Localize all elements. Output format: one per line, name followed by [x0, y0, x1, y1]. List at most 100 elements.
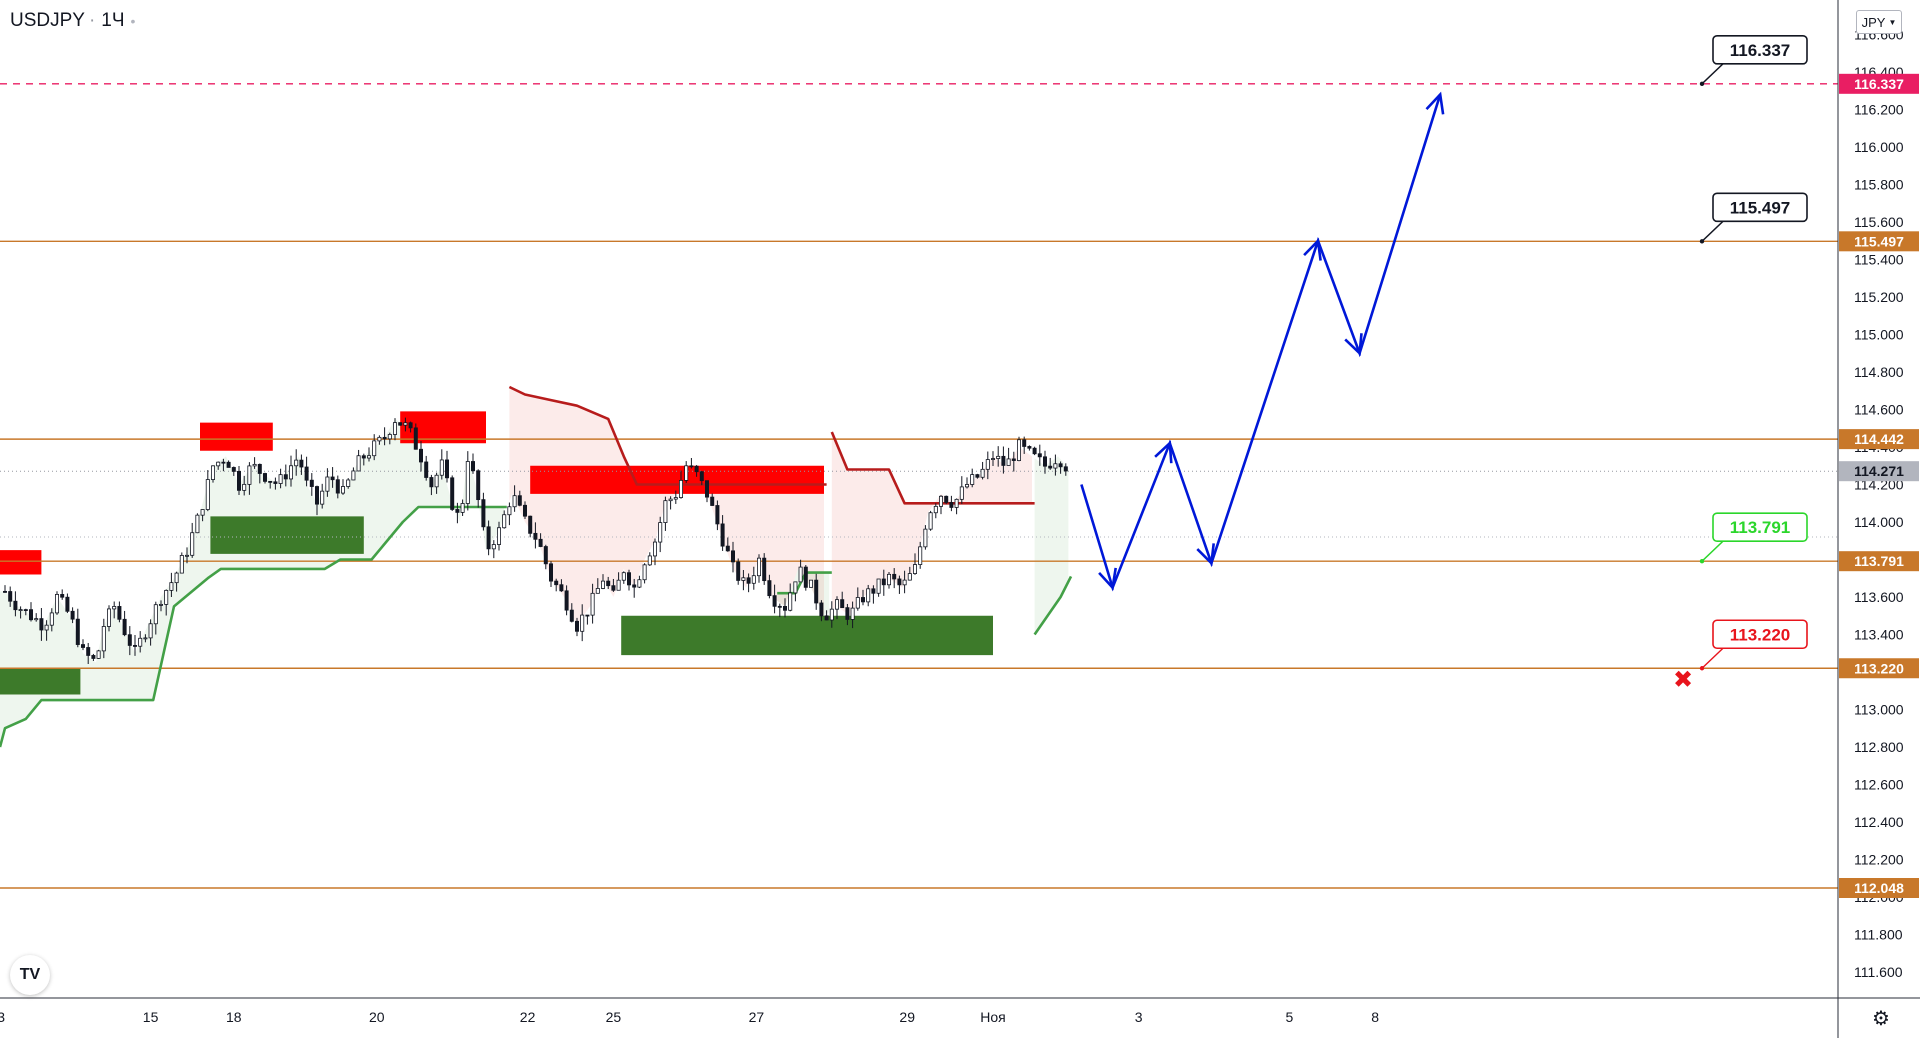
candle-body	[424, 461, 429, 478]
candle-body	[252, 463, 257, 467]
candle-body	[632, 584, 637, 588]
symbol-title[interactable]: USDJPY · 1Ч •	[10, 10, 136, 31]
y-tick-label: 115.200	[1854, 289, 1904, 305]
candle-body	[18, 609, 23, 611]
candle-body	[195, 514, 200, 534]
x-tick-label: 29	[899, 1009, 915, 1025]
levels-layer	[0, 83, 1838, 889]
candle-body	[949, 502, 954, 508]
candle-body	[496, 527, 501, 545]
candle-body	[523, 504, 528, 517]
y-tick-label: 113.400	[1854, 627, 1904, 643]
y-tick-label: 114.000	[1854, 514, 1904, 530]
candle-body	[975, 474, 980, 478]
supertrend-up-line	[0, 505, 507, 748]
callout-label: 113.791	[1730, 518, 1791, 537]
candle-body	[673, 497, 678, 500]
candle-body	[741, 577, 746, 581]
gear-icon[interactable]: ⚙	[1872, 1008, 1890, 1030]
candle-body	[8, 591, 13, 602]
candle-body	[887, 573, 892, 586]
y-tick-label: 111.600	[1854, 964, 1903, 980]
candle-body	[637, 579, 642, 588]
x-tick-label: 5	[1286, 1009, 1294, 1025]
supertrend-down-fill	[831, 432, 1032, 616]
level-price-tag	[1839, 878, 1919, 898]
tradingview-logo-icon[interactable]: TV	[10, 955, 50, 995]
candle-body	[814, 579, 819, 604]
candle-body	[127, 634, 132, 646]
candle-body	[595, 588, 600, 594]
candle-body	[616, 579, 621, 591]
y-tick-label: 116.000	[1854, 139, 1904, 155]
candle-body	[611, 585, 616, 591]
callouts-layer: 116.337 115.497 113.791 113.220	[1699, 35, 1808, 671]
candle-body	[408, 422, 413, 429]
candle-body	[184, 554, 189, 557]
candle-body	[621, 572, 626, 581]
supertrend-up-fill	[1034, 456, 1069, 635]
candle-body	[330, 476, 335, 481]
callout-box	[1712, 619, 1808, 650]
candle-body	[91, 655, 96, 659]
callout-anchor	[1699, 81, 1705, 87]
candle-body	[1017, 439, 1022, 461]
candle-body	[850, 607, 855, 620]
candle-body	[762, 557, 767, 582]
candle-body	[75, 618, 80, 645]
more-dot-icon[interactable]: •	[130, 13, 136, 29]
candle-body	[351, 470, 356, 481]
candle-body	[283, 474, 288, 480]
callout-label: 116.337	[1730, 41, 1791, 60]
candle-body	[366, 455, 371, 459]
candle-body	[444, 459, 449, 479]
candle-body	[1058, 463, 1063, 468]
supertrend-down-fill	[509, 387, 824, 626]
candle-body	[413, 427, 418, 450]
forecast-path	[1080, 94, 1442, 592]
candle-body	[746, 577, 751, 584]
currency-button[interactable]: JPY ▼	[1856, 10, 1902, 34]
candle-body	[575, 620, 580, 632]
candle-body	[923, 528, 928, 548]
y-tick-label: 112.600	[1854, 777, 1904, 793]
forecast-arrowhead	[1425, 91, 1445, 115]
candle-body	[70, 610, 75, 620]
candle-body	[117, 606, 122, 620]
candle-body	[627, 572, 632, 586]
candle-body	[1032, 447, 1037, 455]
candle-body	[892, 573, 897, 580]
callout-leader	[1701, 647, 1724, 669]
candle-body	[174, 572, 179, 584]
level-price-tag	[1839, 429, 1919, 450]
cross-icon: ✖	[1673, 666, 1693, 694]
candle-body	[205, 479, 210, 510]
candle-body	[1063, 466, 1068, 472]
candle-body	[876, 578, 881, 594]
candle-body	[580, 614, 585, 632]
callout-leader	[1701, 540, 1724, 562]
candle-body	[751, 575, 756, 584]
candle-body	[699, 471, 704, 482]
candle-body	[871, 588, 876, 594]
candle-body	[642, 564, 647, 581]
candle-body	[268, 480, 273, 483]
candle-body	[585, 614, 590, 617]
candle-body	[715, 505, 720, 525]
resistance-zone	[200, 422, 273, 451]
callout-leader	[1701, 63, 1724, 85]
candle-body	[679, 480, 684, 498]
candle-body	[273, 481, 278, 484]
candle-body	[845, 607, 850, 620]
candle-body	[944, 495, 949, 503]
candle-body	[517, 495, 522, 506]
candle-body	[1006, 458, 1011, 466]
candle-body	[86, 647, 91, 656]
candle-body	[663, 500, 668, 523]
candle-body	[320, 490, 325, 505]
candle-body	[554, 580, 559, 586]
level-price-tag-text: 113.791	[1854, 553, 1904, 569]
candle-body	[819, 602, 824, 617]
